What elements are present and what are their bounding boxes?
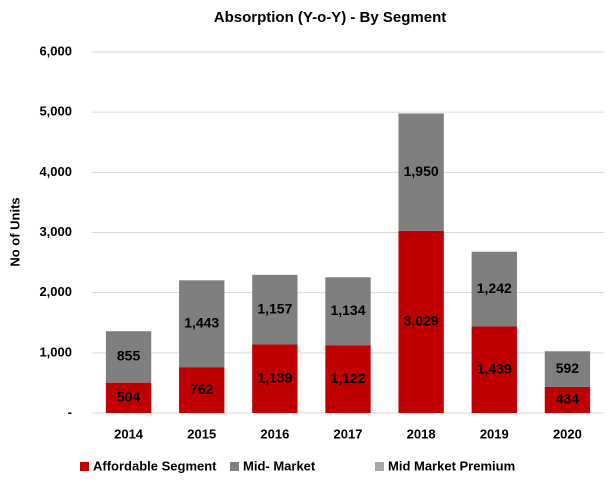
y-tick-label: 2,000 [39,284,72,299]
x-tick-label: 2019 [480,426,509,441]
y-tick-label: - [68,404,72,419]
data-label: 434 [556,391,580,407]
bar-segment [471,326,517,413]
bar-segment [544,386,591,413]
x-tick-label: 2017 [334,426,363,441]
data-label: 592 [556,360,580,376]
legend-label: Affordable Segment [93,458,217,473]
bar-segment [105,382,152,413]
bar-segment [252,274,298,345]
y-tick-label: 1,000 [39,344,72,359]
bar-segment [398,230,444,413]
data-label: 855 [117,348,141,364]
bar-segment [105,331,152,383]
data-label: 1,139 [257,369,292,385]
data-label: 3,029 [404,313,439,329]
legend-label: Mid Market Premium [388,458,515,473]
y-tick-label: 6,000 [39,43,72,58]
legend-swatch [230,462,239,471]
bar-segment [179,280,225,368]
data-label: 1,157 [257,300,292,316]
x-tick-label: 2014 [114,426,144,441]
y-tick-label: 4,000 [39,164,72,179]
x-tick-label: 2018 [407,426,436,441]
legend-swatch [80,462,89,471]
data-label: 1,439 [477,360,512,376]
chart-title: Absorption (Y-o-Y) - By Segment [214,9,447,26]
bar-segment [179,367,225,413]
y-tick-label: 3,000 [39,224,72,239]
bar-segment [252,344,298,413]
x-tick-label: 2020 [553,426,582,441]
legend-label: Mid- Market [243,458,316,473]
data-label: 1,443 [184,314,219,330]
bar-segment [544,351,591,387]
data-label: 504 [117,389,141,405]
bar-segment [325,345,371,413]
y-axis-label: No of Units [7,197,22,266]
data-label: 762 [190,381,214,397]
data-label: 1,950 [404,163,439,179]
x-tick-label: 2015 [187,426,216,441]
legend-swatch [375,462,384,471]
data-label: 1,134 [330,302,365,318]
x-tick-label: 2016 [260,426,289,441]
bar-segment [398,113,444,231]
data-label: 1,122 [330,370,365,386]
bar-segment [325,277,371,346]
y-tick-label: 5,000 [39,104,72,119]
data-label: 1,242 [477,280,512,296]
bar-segment [471,251,517,327]
